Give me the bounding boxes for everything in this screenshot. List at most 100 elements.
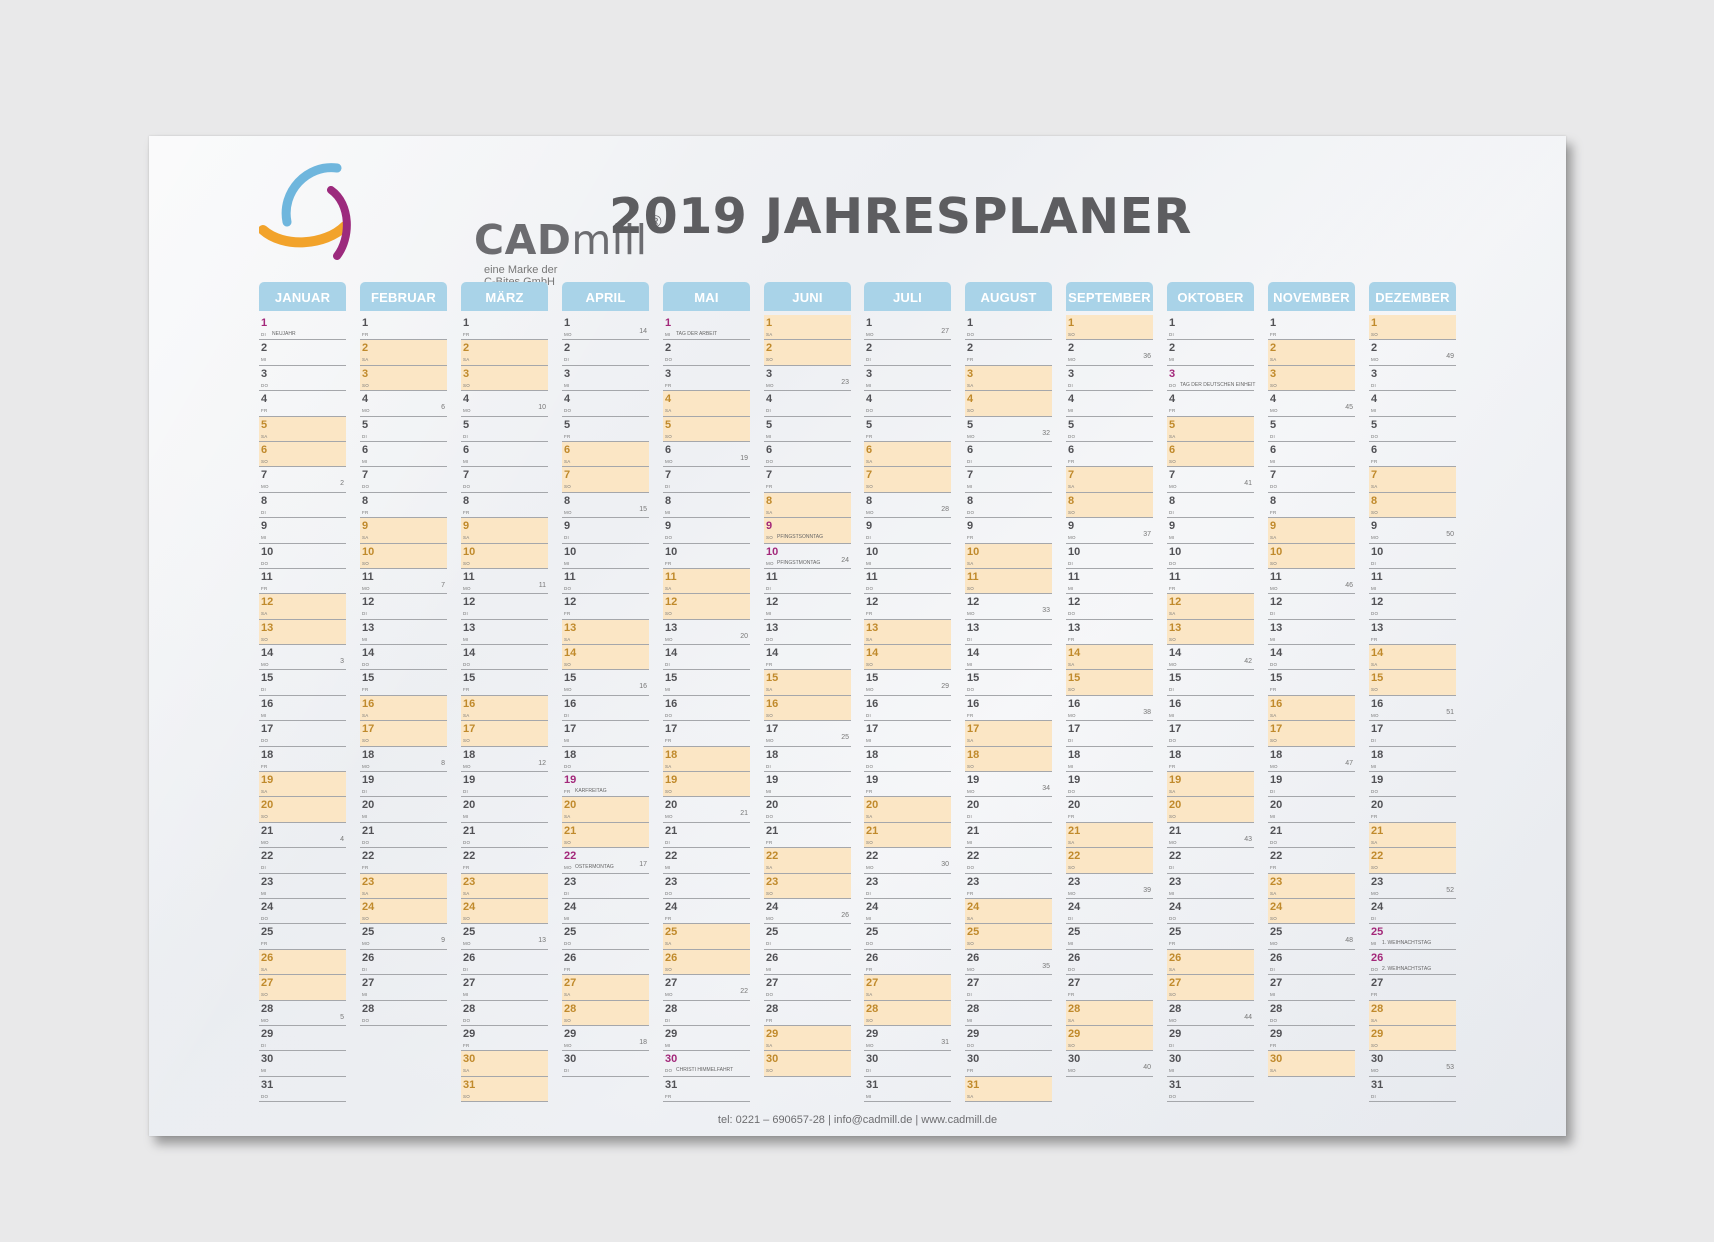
day-row: 31 DO — [1167, 1077, 1254, 1103]
day-number: 9 — [362, 520, 369, 533]
day-number: 24 — [463, 900, 476, 913]
day-number: 18 — [1270, 748, 1283, 761]
day-number: 7 — [967, 469, 974, 482]
day-row: 3 SA — [965, 365, 1052, 392]
day-row: 25 FR — [259, 924, 346, 950]
weekday-label: DO — [1270, 662, 1278, 668]
weekday-label: MO — [564, 509, 572, 515]
day-row: 27 DO — [764, 975, 851, 1001]
day-list: 1 FR 2 SA 3 SO 4 MO 6 5 DI 6 MI 7 DO 8 FR 9 SA 10 SO 11 MO 7 12 D… — [360, 315, 447, 1026]
calendar-week-number: 9 — [441, 937, 445, 945]
weekday-label: DI — [1169, 865, 1174, 871]
weekday-label: MI — [866, 1093, 872, 1099]
month-header: FEBRUAR — [360, 282, 447, 311]
day-number: 30 — [1068, 1053, 1081, 1066]
calendar-week-number: 2 — [340, 480, 344, 488]
day-row: 3 SO — [461, 365, 548, 392]
weekday-label: MI — [1270, 458, 1276, 464]
weekday-label: SA — [967, 915, 974, 921]
day-number: 10 — [463, 545, 476, 558]
day-number: 10 — [766, 545, 779, 558]
day-row: 15 MO 16 — [562, 670, 649, 696]
weekday-label: SA — [1371, 484, 1378, 490]
weekday-label: MI — [665, 1042, 671, 1048]
day-number: 23 — [564, 875, 577, 888]
weekday-label: SO — [766, 1068, 773, 1074]
day-row: 21 DO — [1268, 823, 1355, 849]
day-row: 19 MO 34 — [965, 772, 1052, 798]
day-number: 25 — [766, 926, 779, 939]
weekday-label: DO — [1068, 966, 1076, 972]
day-row: 14 MI — [965, 645, 1052, 671]
day-number: 22 — [665, 850, 678, 863]
weekday-label: FR — [766, 839, 773, 845]
day-number: 19 — [261, 774, 274, 787]
day-row: 1 MI TAG DER ARBEIT — [663, 315, 750, 341]
day-number: 27 — [766, 977, 779, 990]
weekday-label: DO — [564, 941, 572, 947]
weekday-label: DI — [1169, 332, 1174, 337]
day-number: 16 — [261, 697, 274, 710]
weekday-label: DI — [261, 865, 266, 871]
months-grid: JANUAR 1 DI NEUJAHR 2 MI 3 DO 4 FR 5 SA 6 SO 7 MO 2 8 DI 9 M… — [259, 282, 1456, 1103]
holiday-name: PFINGSTMONTAG — [777, 559, 821, 566]
day-number: 10 — [1371, 545, 1384, 558]
day-number: 2 — [967, 342, 974, 355]
day-number: 2 — [261, 342, 268, 355]
day-row: 17 MO 25 — [764, 721, 851, 747]
calendar-week-number: 48 — [1345, 937, 1353, 945]
day-number: 19 — [564, 774, 577, 787]
day-number: 6 — [564, 443, 571, 456]
weekday-label: MO — [261, 662, 269, 668]
day-row: 13 MI — [360, 620, 447, 646]
weekday-label: DI — [967, 636, 972, 642]
day-number: 30 — [1270, 1053, 1283, 1066]
day-number: 14 — [665, 647, 678, 660]
weekday-label: MO — [564, 687, 572, 693]
day-row: 16 SA — [1268, 695, 1355, 722]
weekday-label: SO — [665, 789, 672, 795]
weekday-label: MI — [463, 636, 469, 642]
day-number: 14 — [261, 647, 274, 660]
day-number: 4 — [362, 393, 369, 406]
day-number: 24 — [1068, 900, 1081, 913]
day-number: 28 — [1371, 1002, 1384, 1015]
day-row: 20 DO — [764, 797, 851, 823]
day-row: 17 SA — [965, 721, 1052, 747]
day-row: 11 DI — [764, 569, 851, 595]
day-row: 12 DI — [360, 594, 447, 620]
day-number: 22 — [261, 850, 274, 863]
day-number: 21 — [1068, 824, 1081, 837]
day-number: 14 — [967, 647, 980, 660]
weekday-label: DI — [1270, 789, 1275, 795]
day-number: 25 — [1371, 926, 1384, 939]
day-row: 18 DI — [764, 747, 851, 773]
day-number: 22 — [362, 850, 375, 863]
day-row: 2 FR — [965, 340, 1052, 366]
weekday-label: DI — [967, 814, 972, 820]
day-number: 15 — [665, 672, 678, 685]
weekday-label: DI — [564, 357, 569, 363]
weekday-label: DI — [1169, 1042, 1174, 1048]
day-number: 13 — [766, 621, 779, 634]
weekday-label: MO — [1270, 941, 1278, 947]
day-row: 6 SA — [562, 441, 649, 468]
day-number: 4 — [261, 393, 268, 406]
day-row: 5 MI — [764, 417, 851, 442]
weekday-label: MI — [1371, 585, 1377, 591]
day-row: 12 FR — [562, 594, 649, 620]
day-row: 23 DI — [864, 874, 951, 899]
day-row: 13 SO — [1167, 619, 1254, 646]
day-number: 31 — [463, 1078, 476, 1091]
weekday-label: MO — [665, 814, 673, 820]
day-row: 17 DO — [259, 721, 346, 747]
day-row: 17 SO — [360, 721, 447, 747]
weekday-label: DI — [866, 535, 871, 541]
day-row: 2 SA — [461, 340, 548, 366]
day-row: 25 DO — [562, 924, 649, 950]
weekday-label: SO — [1371, 509, 1378, 515]
day-row: 18 MI — [1066, 747, 1153, 773]
weekday-label: MO — [1371, 1068, 1379, 1074]
day-row: 10 DI — [1066, 544, 1153, 569]
day-row: 14 DO — [461, 645, 548, 671]
